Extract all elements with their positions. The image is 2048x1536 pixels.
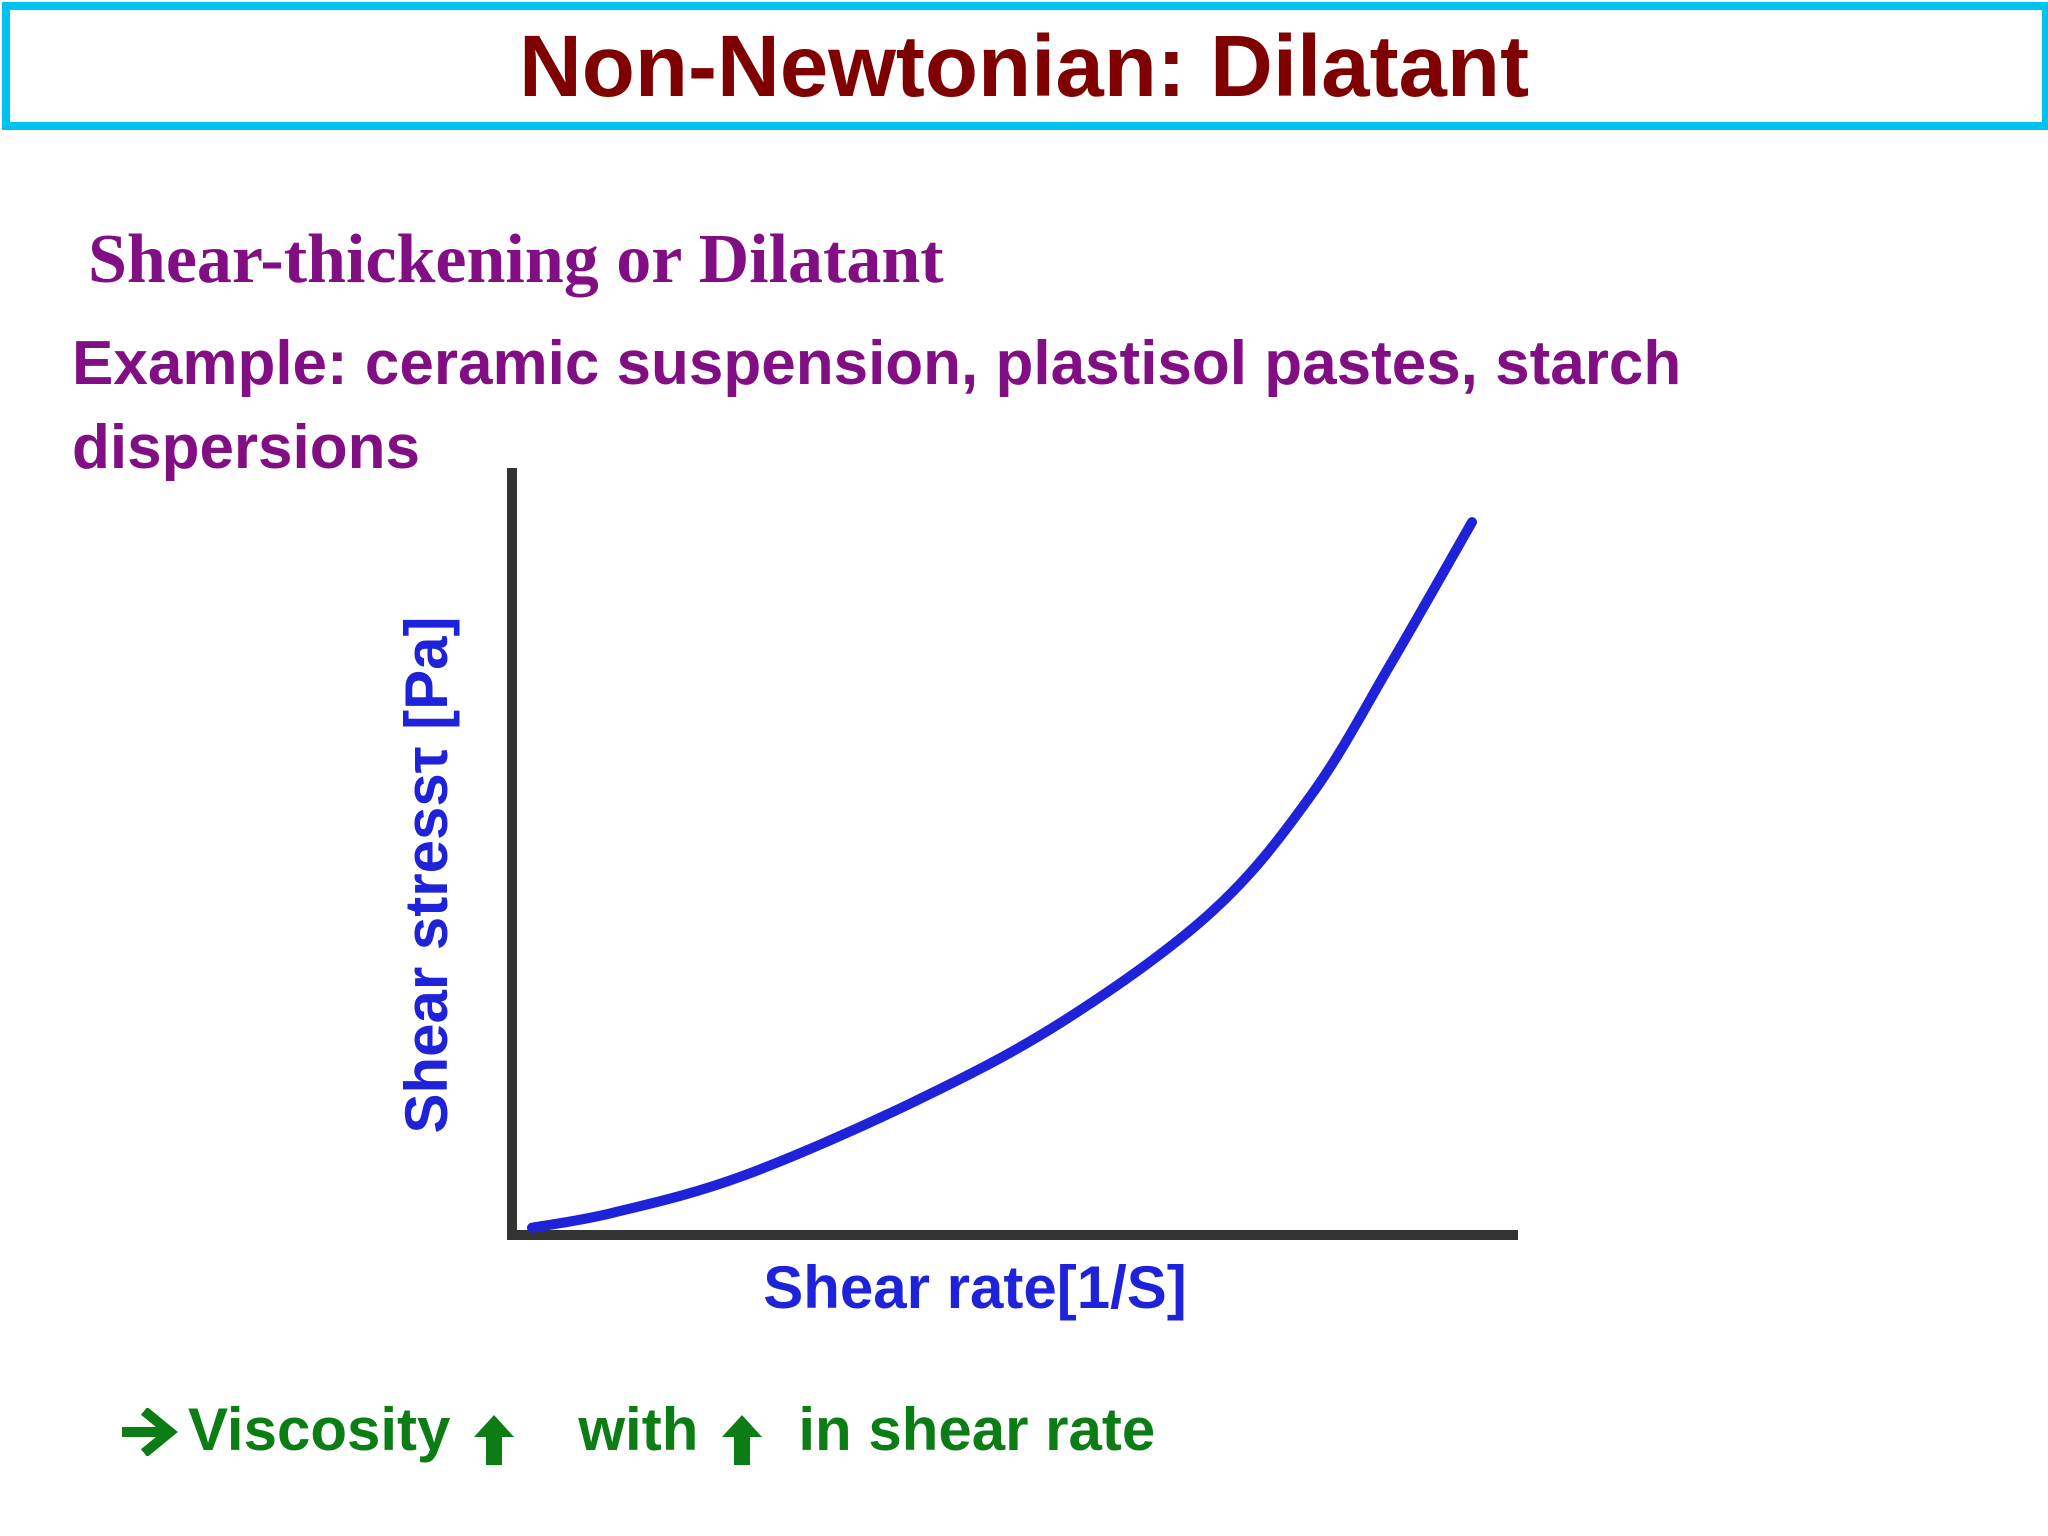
viscosity-text: Viscosity <box>188 1396 451 1463</box>
slide-title: Non-Newtonian: Dilatant <box>518 17 1530 115</box>
with-text: with <box>578 1396 699 1463</box>
up-arrow-icon <box>714 1409 770 1467</box>
tail-text: in shear rate <box>798 1396 1156 1463</box>
right-arrow-icon <box>119 1406 184 1458</box>
viscosity-note: Viscosity with in shear rate <box>119 1396 1156 1465</box>
shear-stress-curve <box>527 517 1477 1233</box>
up-arrow-icon <box>466 1409 522 1467</box>
slide-subtitle: Shear-thickening or Dilatant <box>88 221 944 298</box>
y-axis-label: Shear stressτ [Pa] <box>393 616 460 1133</box>
title-box: Non-Newtonian: Dilatant <box>2 2 2048 130</box>
x-axis-label: Shear rate[1/S] <box>763 1254 1187 1321</box>
example-text: Example: ceramic suspension, plastisol p… <box>72 329 1682 482</box>
